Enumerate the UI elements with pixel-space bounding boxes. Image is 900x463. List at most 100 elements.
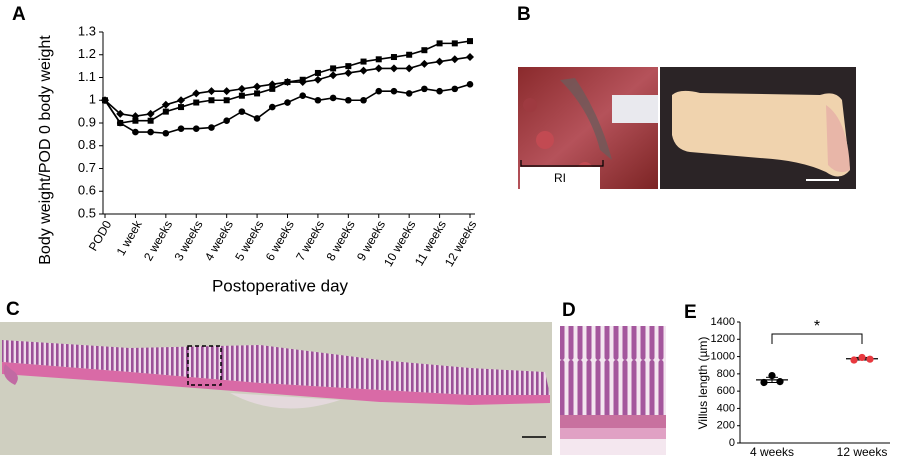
marker xyxy=(253,82,262,91)
marker xyxy=(345,96,352,104)
marker xyxy=(177,125,185,132)
y-tick-label: 1200 xyxy=(711,333,735,345)
dot xyxy=(760,378,768,387)
marker xyxy=(192,125,200,132)
y-tick-label: 0.6 xyxy=(78,183,96,198)
marker xyxy=(116,119,124,127)
marker xyxy=(268,103,276,111)
marker xyxy=(254,90,261,97)
x-tick-label: 9 weeks xyxy=(354,218,388,263)
dot xyxy=(776,378,784,386)
y-tick-label: 1400 xyxy=(711,316,735,328)
y-tick-label: 0.8 xyxy=(78,137,96,152)
marker xyxy=(132,117,139,124)
marker xyxy=(132,128,139,136)
marker xyxy=(359,66,368,75)
marker xyxy=(436,87,443,95)
marker xyxy=(390,87,398,95)
marker xyxy=(178,104,185,111)
marker xyxy=(147,117,154,124)
marker xyxy=(344,68,353,77)
marker xyxy=(147,128,154,136)
marker xyxy=(314,96,322,104)
marker xyxy=(193,99,200,106)
marker xyxy=(389,64,398,73)
marker xyxy=(223,117,230,125)
marker xyxy=(330,65,337,72)
marker xyxy=(253,115,261,122)
x-tick-label: 4 weeks xyxy=(750,445,794,459)
panel-label: A xyxy=(12,4,26,25)
y-tick-label: 1.3 xyxy=(78,23,96,38)
marker xyxy=(420,59,429,68)
x-tick-label: 2 weeks xyxy=(141,218,175,263)
marker xyxy=(162,129,170,137)
marker xyxy=(101,96,109,104)
y-tick-label: 0 xyxy=(729,437,735,449)
marker xyxy=(329,94,337,102)
marker xyxy=(360,58,367,65)
histology-c xyxy=(0,322,552,455)
dot xyxy=(768,371,776,380)
marker xyxy=(162,108,169,115)
marker xyxy=(467,38,473,45)
x-tick-label: 6 weeks xyxy=(263,218,297,263)
y-tick-label: 0.7 xyxy=(78,160,96,175)
marker xyxy=(237,84,246,93)
y-tick-label: 800 xyxy=(717,368,735,380)
marker xyxy=(375,56,382,63)
marker xyxy=(421,85,428,93)
marker xyxy=(299,76,306,83)
x-tick-label: 7 weeks xyxy=(293,218,327,263)
marker xyxy=(238,92,245,99)
y-tick-label: 0.5 xyxy=(78,205,96,220)
y-tick-label: 600 xyxy=(717,385,735,397)
image-label: RI xyxy=(554,171,566,185)
marker xyxy=(466,81,474,88)
marker xyxy=(405,64,414,73)
marker xyxy=(284,79,291,86)
x-tick-label: POD0 xyxy=(86,218,115,254)
marker xyxy=(466,53,474,62)
histology-d xyxy=(560,326,666,455)
y-axis-label: Villus length (µm) xyxy=(696,337,710,430)
marker xyxy=(223,97,230,104)
x-tick-label: 12 weeks xyxy=(837,445,888,459)
panel-label: C xyxy=(6,299,20,320)
x-tick-label: 4 weeks xyxy=(202,218,236,263)
marker xyxy=(313,75,322,84)
y-tick-label: 1.1 xyxy=(78,69,96,84)
x-axis-label: Postoperative day xyxy=(212,276,349,295)
marker xyxy=(451,85,459,93)
marker xyxy=(192,89,201,98)
marker xyxy=(421,47,428,54)
marker xyxy=(208,97,215,104)
marker xyxy=(374,64,383,73)
dot xyxy=(866,355,874,363)
panel-label: D xyxy=(562,300,576,321)
marker xyxy=(238,108,246,115)
dot xyxy=(850,356,858,364)
marker xyxy=(390,54,397,61)
y-tick-label: 1.2 xyxy=(78,46,96,61)
marker xyxy=(222,87,231,96)
panel-label: B xyxy=(517,4,531,25)
x-tick-label: 5 weeks xyxy=(232,218,266,263)
marker xyxy=(284,99,291,106)
series-line xyxy=(104,56,471,117)
marker xyxy=(436,40,443,47)
marker xyxy=(314,69,321,76)
y-tick-label: 200 xyxy=(717,420,735,432)
x-tick-label: 8 weeks xyxy=(324,218,358,263)
y-tick-label: 400 xyxy=(717,402,735,414)
photo-b: RI xyxy=(518,67,856,189)
x-tick-label: 1 week xyxy=(114,217,146,258)
marker xyxy=(451,40,458,47)
dot xyxy=(858,353,866,362)
marker xyxy=(177,96,186,105)
marker xyxy=(161,100,170,109)
marker xyxy=(375,87,383,95)
marker xyxy=(207,87,216,96)
y-tick-label: 1 xyxy=(89,92,96,107)
annotation: * xyxy=(814,318,820,335)
